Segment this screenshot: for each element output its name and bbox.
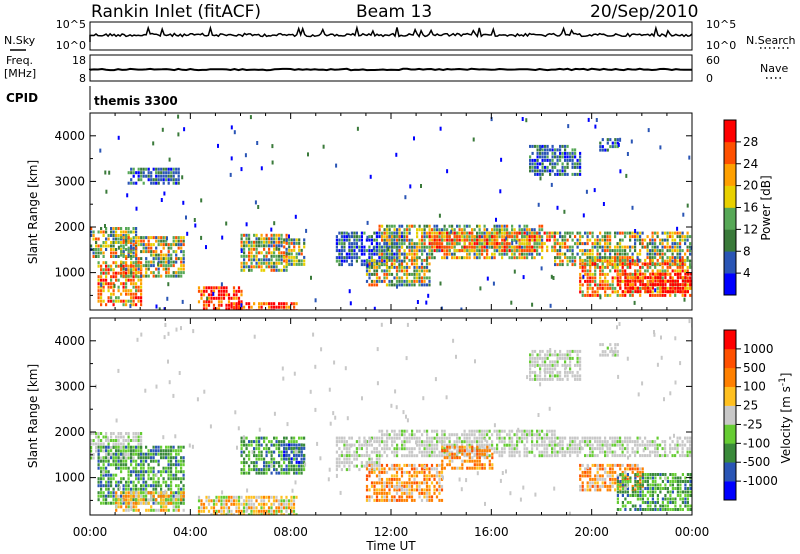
freq-tick-top: 18 (72, 54, 86, 67)
velocity-ylabel: Slant Range [km] (26, 364, 40, 468)
freq-series (89, 67, 692, 72)
time-x-axis: 00:00 04:00 08:00 12:00 16:00 20:00 00:00 (73, 318, 710, 539)
velocity-panel: 4000 3000 2000 1000 00:00 04:00 08:00 12:00 16:… (26, 317, 710, 553)
y-tick-label: 4000 (54, 129, 85, 143)
colorbar-swatch (724, 163, 736, 186)
colorbar-tick-label: -25 (743, 417, 763, 431)
freq-tick-bottom: 8 (79, 72, 86, 85)
colorbar-tick-label: -500 (743, 455, 770, 469)
colorbar-tick-label: -1000 (743, 474, 778, 488)
time-xlabel: Time UT (365, 539, 416, 553)
colorbar-tick-label: 500 (743, 361, 766, 375)
colorbar-swatch (724, 207, 736, 230)
colorbar-tick-label: 8 (743, 244, 751, 258)
y-tick-label: 4000 (54, 334, 85, 348)
colorbar-swatch (724, 462, 736, 482)
x-tick-label: 00:00 (675, 525, 710, 539)
nsky-tick-top: 10^5 (56, 18, 86, 31)
colorbar-swatch (724, 120, 736, 143)
colorbar-swatch (724, 229, 736, 252)
x-tick-label: 08:00 (273, 525, 308, 539)
velocity-y-axis: 4000 3000 2000 1000 (54, 334, 692, 501)
x-tick-label: 16:00 (474, 525, 509, 539)
y-tick-label: 1000 (54, 266, 85, 280)
power-panel: 4000 3000 2000 1000 Slant Range [km] (26, 112, 693, 311)
freq-label: Freq. (6, 54, 33, 67)
power-y-axis: 4000 3000 2000 1000 (54, 129, 692, 296)
colorbar-swatch (724, 330, 736, 350)
colorbar-tick-label: 1000 (743, 342, 774, 356)
colorbar-tick-label: 25 (743, 399, 758, 413)
nave-label: Nave (760, 62, 788, 75)
nsky-tick-bottom: 10^0 (56, 39, 86, 52)
colorbar-tick-label: 20 (743, 179, 758, 193)
beam-title: Beam 13 (356, 2, 432, 22)
nave-tick-bottom: 0 (706, 72, 713, 85)
nsky-label: N.Sky (4, 34, 36, 47)
colorbar-tick-label: 12 (743, 222, 758, 236)
nave-tick-top: 60 (706, 54, 720, 67)
y-tick-label: 3000 (54, 174, 85, 188)
velocity-data (90, 318, 692, 515)
colorbar-swatch (724, 386, 736, 406)
colorbar-swatch (724, 367, 736, 387)
colorbar-tick-label: 16 (743, 201, 758, 215)
station-title: Rankin Inlet (fitACF) (91, 2, 261, 22)
power-ylabel: Slant Range [km] (26, 160, 40, 264)
colorbar-swatch (724, 405, 736, 425)
y-tick-label: 2000 (54, 220, 85, 234)
velocity-colorbar: 1000 500 100 25 -25 -100 -500 -1000 Velocity [m… (723, 329, 793, 501)
nsearch-tick-bottom: 10^0 (706, 39, 736, 52)
colorbar-tick-label: 24 (743, 157, 758, 171)
colorbar-swatch (724, 251, 736, 274)
colorbar-swatch (724, 443, 736, 463)
colorbar-tick-label: 28 (743, 135, 758, 149)
velocity-colorbar-label: Velocity [m s-1] (778, 373, 793, 464)
nsearch-tick-top: 10^5 (706, 18, 736, 31)
freq-panel: 18 8 60 0 Freq. [MHz] Nave (4, 54, 788, 85)
nsky-series (89, 25, 693, 42)
x-tick-label: 04:00 (173, 525, 208, 539)
freq-unit: [MHz] (4, 67, 36, 80)
power-data (90, 114, 692, 310)
colorbar-swatch (724, 348, 736, 369)
y-tick-label: 1000 (54, 471, 85, 485)
cpid-label: CPID (6, 91, 38, 105)
power-colorbar: 28 24 20 16 12 8 4 Power [dB] (723, 119, 773, 296)
colorbar-swatch (724, 481, 736, 501)
colorbar-swatch (724, 424, 736, 444)
y-tick-label: 3000 (54, 379, 85, 393)
x-tick-label: 12:00 (374, 525, 409, 539)
date-title: 20/Sep/2010 (590, 2, 698, 22)
colorbar-swatch (724, 141, 736, 165)
colorbar-swatch (724, 273, 736, 296)
colorbar-tick-label: 100 (743, 380, 766, 394)
colorbar-swatch (724, 185, 736, 208)
nsearch-label: N.Search (746, 34, 796, 47)
x-tick-label: 00:00 (73, 525, 108, 539)
x-tick-label: 20:00 (574, 525, 609, 539)
cpid-value: themis 3300 (94, 94, 178, 108)
power-colorbar-label: Power [dB] (759, 175, 773, 240)
nsky-panel: 10^5 10^0 10^5 10^0 N.Sky N.Search (4, 18, 796, 52)
y-tick-label: 2000 (54, 425, 85, 439)
colorbar-tick-label: -100 (743, 436, 770, 450)
colorbar-tick-label: 4 (743, 266, 751, 280)
